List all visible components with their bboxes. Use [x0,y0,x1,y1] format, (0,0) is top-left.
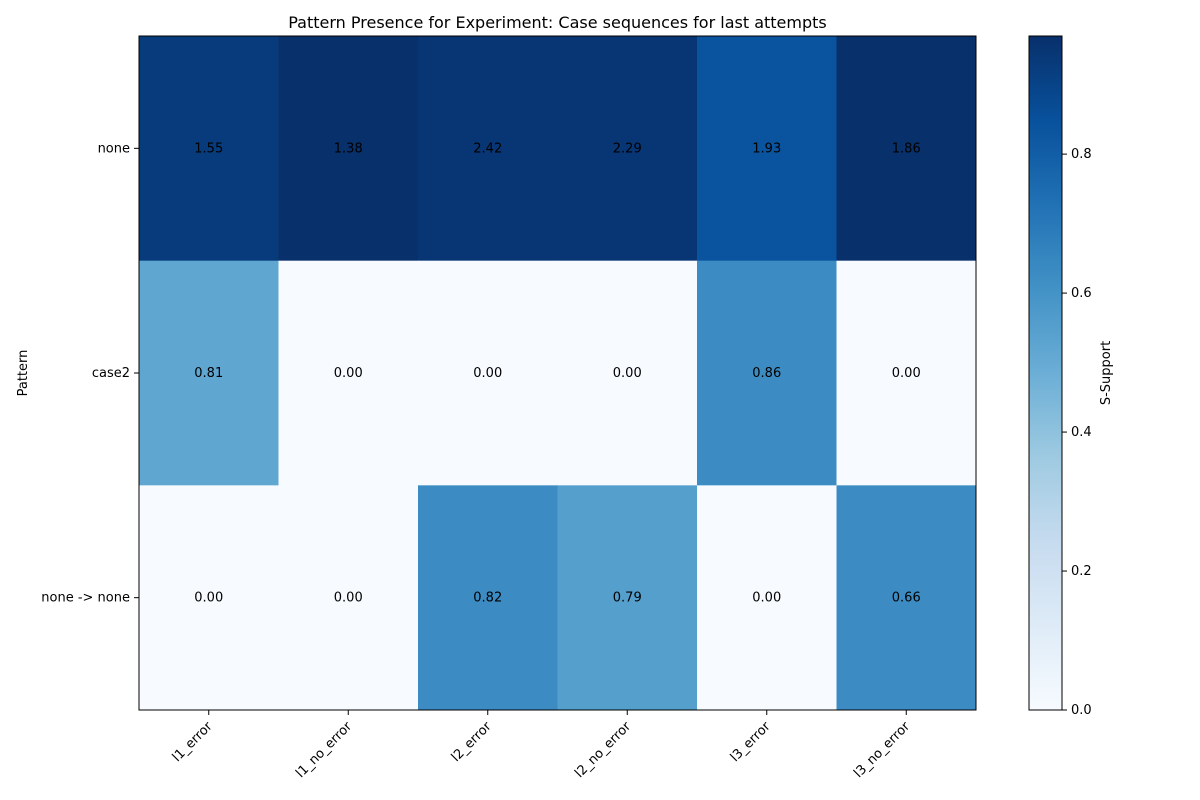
colorbar [1028,35,1063,711]
y-tick-label: case2 [92,366,130,381]
x-tick-label: l2_error [449,719,495,765]
cell-value-label: 0.00 [752,591,781,606]
heatmap-cell [418,260,558,486]
heatmap-cell [278,36,419,262]
heatmap-cell [278,485,419,711]
cell-value-label: 1.38 [334,141,363,156]
heatmap-cell [557,485,698,711]
cell-value-label: 0.00 [892,366,921,381]
colorbar-ticks: 0.0 0.2 0.4 0.6 0.8 [1062,147,1092,718]
heatmap-cell [139,485,279,711]
plot-frame [138,35,977,711]
cell-value-label: 0.86 [752,366,781,381]
heatmap-cell [557,260,698,486]
cell-value-label: 0.79 [613,591,642,606]
x-tick-label: l3_error [728,719,774,765]
y-tick-label: none [98,141,130,156]
cell-value-label: 0.00 [194,591,223,606]
colorbar-tick-label: 0.0 [1071,703,1092,718]
y-axis-label: Pattern [16,350,31,397]
cell-value-label: 2.29 [613,141,642,156]
heatmap-cell [697,36,837,262]
cell-value-label: 1.93 [752,141,781,156]
heatmap-cell [418,485,558,711]
x-axis-ticks: l1_error l1_no_error l2_error l2_no_error l3… [170,710,914,781]
colorbar-tick-label: 0.2 [1071,564,1092,579]
cell-value-label: 0.00 [334,366,363,381]
cell-value-label: 0.00 [473,366,502,381]
heatmap-cell [836,36,977,262]
heatmap-cell [139,36,279,262]
heatmap-cell [139,260,279,486]
x-tick-label: l1_no_error [293,719,355,781]
cell-value-label: 2.42 [473,141,502,156]
heatmap-cell [278,260,419,486]
colorbar-tick-label: 0.6 [1071,286,1092,301]
heatmap-cells [139,36,977,711]
y-axis-ticks: none case2 none -> none [41,141,139,606]
chart-title: Pattern Presence for Experiment: Case se… [288,13,826,32]
cell-value-label: 1.55 [194,141,223,156]
heatmap-cell [697,260,837,486]
heatmap-cell [557,36,698,262]
colorbar-label: S-Support [1099,341,1114,405]
cell-value-label: 0.82 [473,591,502,606]
colorbar-tick-label: 0.4 [1071,425,1092,440]
cell-value-label: 0.81 [194,366,223,381]
heatmap-cell [697,485,837,711]
heatmap-cell [418,36,558,262]
cell-value-label: 0.00 [613,366,642,381]
cell-value-label: 1.86 [892,141,921,156]
heatmap-cell [836,485,977,711]
cell-value-label: 0.66 [892,591,921,606]
heatmap-cell [836,260,977,486]
x-tick-label: l2_no_error [572,719,634,781]
cell-value-labels: 1.55 1.38 2.42 2.29 1.93 1.86 0.81 0.00 0.00 0.00… [194,141,920,605]
y-tick-label: none -> none [41,591,130,606]
cell-value-label: 0.00 [334,591,363,606]
x-tick-label: l3_no_error [851,719,913,781]
x-tick-label: l1_error [170,719,216,765]
colorbar-tick-label: 0.8 [1071,147,1092,162]
